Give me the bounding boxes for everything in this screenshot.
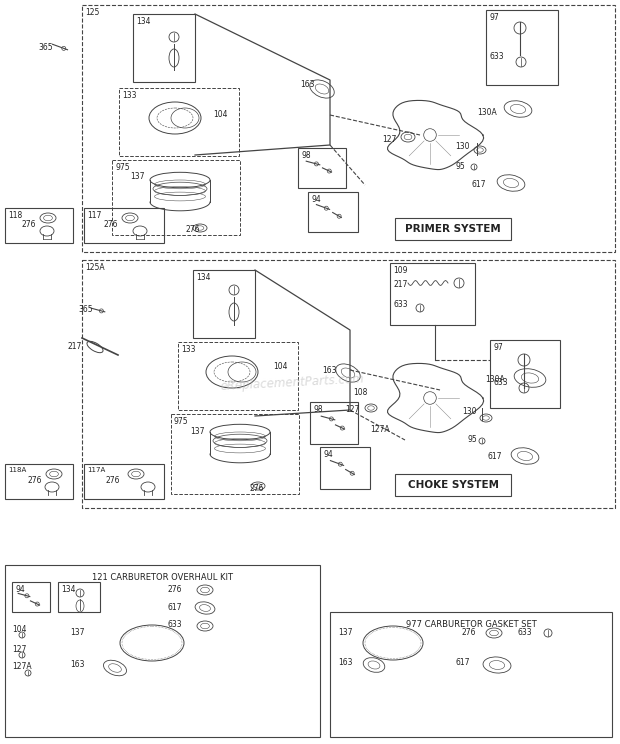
- Text: 633: 633: [517, 628, 531, 637]
- Text: 117: 117: [87, 211, 102, 220]
- Text: 217: 217: [393, 280, 407, 289]
- Text: 276: 276: [105, 476, 120, 485]
- Text: 365: 365: [38, 43, 53, 52]
- Text: 617: 617: [455, 658, 469, 667]
- Text: 130: 130: [462, 407, 477, 416]
- Text: CHOKE SYSTEM: CHOKE SYSTEM: [407, 480, 498, 490]
- Text: 276: 276: [22, 220, 37, 229]
- Text: 109: 109: [393, 266, 407, 275]
- Text: 276: 276: [250, 484, 265, 493]
- Text: 217: 217: [68, 342, 82, 351]
- Text: 98: 98: [313, 405, 322, 414]
- Text: 137: 137: [190, 427, 205, 436]
- Text: 127: 127: [12, 645, 27, 654]
- Text: PRIMER SYSTEM: PRIMER SYSTEM: [405, 224, 501, 234]
- Text: 117A: 117A: [87, 467, 105, 473]
- Text: 127A: 127A: [12, 662, 32, 671]
- Text: 633: 633: [489, 52, 503, 61]
- Text: 127: 127: [382, 135, 396, 144]
- Text: 975: 975: [115, 163, 130, 172]
- Text: 130A: 130A: [485, 375, 505, 384]
- Text: 137: 137: [130, 172, 144, 181]
- Text: 95: 95: [455, 162, 465, 171]
- Text: 98: 98: [301, 151, 311, 160]
- Text: 127A: 127A: [370, 425, 389, 434]
- Text: 94: 94: [15, 585, 25, 594]
- Text: 108: 108: [353, 388, 368, 397]
- Text: 125A: 125A: [85, 263, 105, 272]
- Text: 97: 97: [493, 343, 503, 352]
- Text: 617: 617: [168, 603, 182, 612]
- Text: 125: 125: [85, 8, 99, 17]
- Text: 121 CARBURETOR OVERHAUL KIT: 121 CARBURETOR OVERHAUL KIT: [92, 573, 232, 582]
- Text: eReplacementParts.com: eReplacementParts.com: [220, 373, 365, 393]
- Text: 97: 97: [489, 13, 498, 22]
- Text: 163: 163: [300, 80, 314, 89]
- Text: 118: 118: [8, 211, 22, 220]
- Text: 633: 633: [393, 300, 407, 309]
- Text: 134: 134: [136, 17, 151, 26]
- Text: 137: 137: [338, 628, 353, 637]
- Text: 163: 163: [338, 658, 353, 667]
- Text: 104: 104: [12, 625, 27, 634]
- Text: 365: 365: [78, 305, 92, 314]
- Text: 276: 276: [462, 628, 477, 637]
- Text: 94: 94: [323, 450, 333, 459]
- Text: 104: 104: [213, 110, 228, 119]
- Text: 133: 133: [181, 345, 195, 354]
- Text: 633: 633: [493, 378, 508, 387]
- Text: 95: 95: [468, 435, 478, 444]
- Text: 276: 276: [104, 220, 118, 229]
- Text: 617: 617: [488, 452, 502, 461]
- Text: 127: 127: [345, 405, 360, 414]
- Text: 617: 617: [472, 180, 487, 189]
- Text: 137: 137: [70, 628, 84, 637]
- Text: 94: 94: [311, 195, 321, 204]
- Text: 633: 633: [168, 620, 183, 629]
- Text: 977 CARBURETOR GASKET SET: 977 CARBURETOR GASKET SET: [405, 620, 536, 629]
- Text: 130A: 130A: [477, 108, 497, 117]
- Text: 133: 133: [122, 91, 136, 100]
- Text: 276: 276: [28, 476, 43, 485]
- Text: 118A: 118A: [8, 467, 26, 473]
- Text: 163: 163: [322, 366, 337, 375]
- Text: 104: 104: [273, 362, 288, 371]
- Text: 276: 276: [168, 585, 182, 594]
- Text: 130: 130: [455, 142, 469, 151]
- Text: 975: 975: [174, 417, 188, 426]
- Text: 134: 134: [61, 585, 76, 594]
- Text: 276: 276: [185, 225, 200, 234]
- Text: 134: 134: [196, 273, 211, 282]
- Text: 163: 163: [70, 660, 84, 669]
